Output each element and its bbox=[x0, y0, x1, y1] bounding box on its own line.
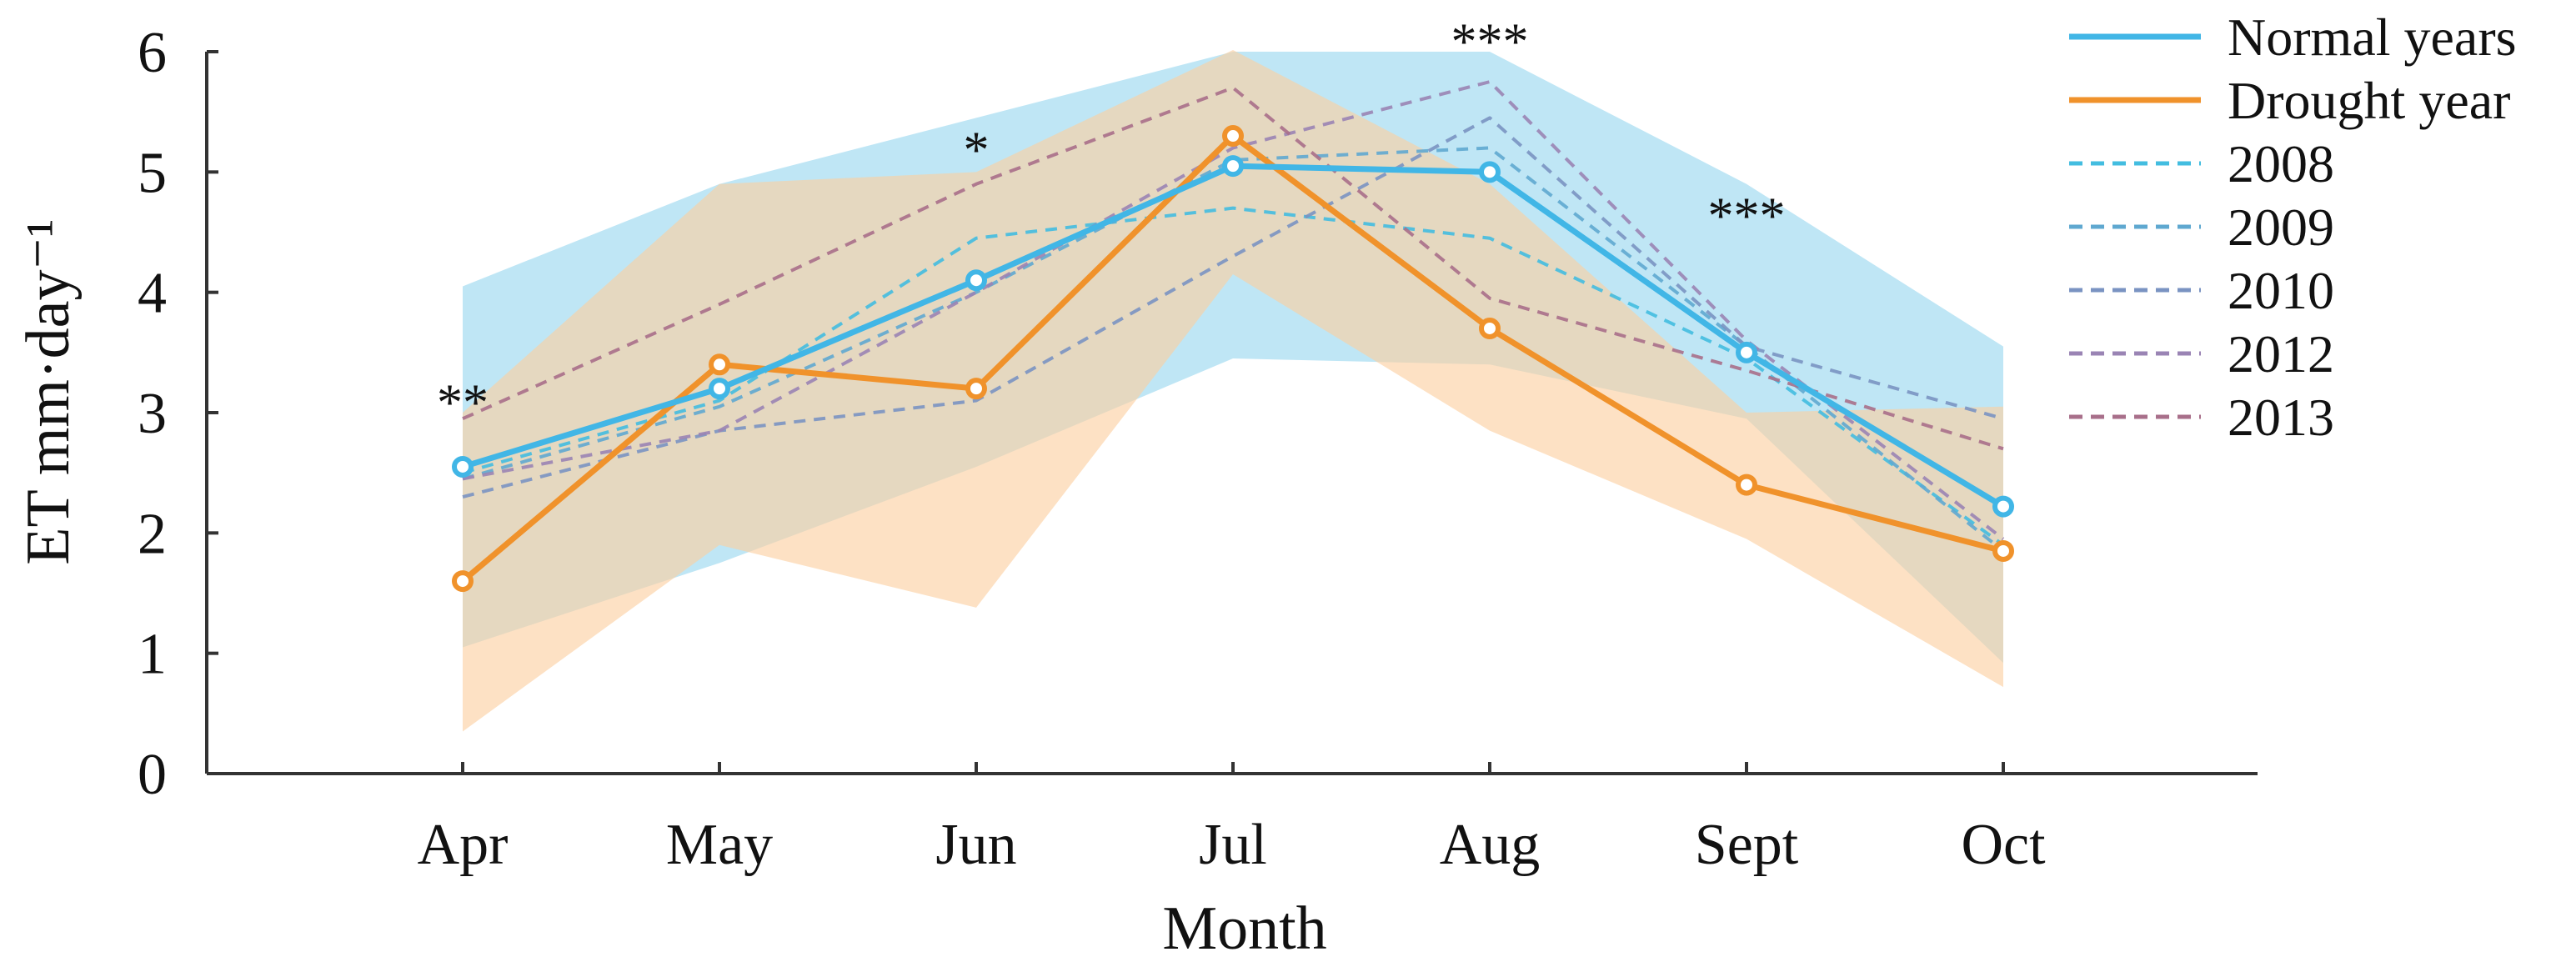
point-normal-years-jul bbox=[1222, 155, 1244, 178]
point-normal-years-sept bbox=[1736, 341, 1757, 363]
legend-label-drought-year: Drought year bbox=[2228, 71, 2510, 130]
y-axis-title: ET mm·day⁻¹ bbox=[14, 218, 83, 564]
y-ticks: 0 1 2 3 4 5 6 bbox=[138, 21, 218, 807]
y-tick-label-5: 5 bbox=[138, 141, 167, 205]
significance-jun: * bbox=[964, 122, 990, 178]
x-axis-title: Month bbox=[1162, 894, 1326, 963]
legend-label-normal-years: Normal years bbox=[2228, 8, 2517, 67]
y-tick-label-6: 6 bbox=[138, 21, 167, 85]
x-tick-label-aug: Aug bbox=[1440, 813, 1541, 877]
x-ticks: Apr May Jun Jul Aug Sept Oct bbox=[418, 762, 2046, 877]
point-drought-year-jun bbox=[965, 378, 987, 400]
series-line-2009 bbox=[462, 146, 2005, 553]
x-tick-label-jul: Jul bbox=[1199, 813, 1267, 877]
series-lines bbox=[452, 80, 2014, 593]
legend-label-2010: 2010 bbox=[2228, 261, 2334, 320]
significance-aug: *** bbox=[1451, 13, 1529, 70]
significance-apr: ** bbox=[437, 374, 489, 431]
point-normal-years-oct bbox=[1992, 495, 2014, 518]
series-line-2012 bbox=[462, 80, 2005, 541]
point-normal-years-may bbox=[709, 378, 730, 400]
legend-label-2008: 2008 bbox=[2228, 134, 2334, 193]
y-tick-label-1: 1 bbox=[138, 623, 167, 687]
point-normal-years-jun bbox=[965, 269, 987, 292]
band-drought-year-range bbox=[463, 50, 2003, 732]
x-tick-label-jun: Jun bbox=[935, 813, 1016, 877]
legend-label-2009: 2009 bbox=[2228, 198, 2334, 257]
x-tick-label-may: May bbox=[666, 813, 773, 877]
point-normal-years-aug bbox=[1479, 161, 1501, 183]
point-drought-year-may bbox=[709, 353, 730, 376]
range-bands bbox=[463, 50, 2003, 732]
x-tick-label-sept: Sept bbox=[1695, 813, 1799, 877]
y-tick-label-0: 0 bbox=[138, 743, 167, 807]
x-tick-label-apr: Apr bbox=[418, 813, 509, 877]
point-drought-year-apr bbox=[452, 570, 474, 593]
y-tick-label-2: 2 bbox=[138, 502, 167, 566]
significance-annotations: ********* bbox=[437, 13, 1786, 431]
y-tick-label-3: 3 bbox=[138, 382, 167, 446]
legend-label-2013: 2013 bbox=[2228, 388, 2334, 447]
legend-label-2012: 2012 bbox=[2228, 324, 2334, 383]
point-drought-year-aug bbox=[1479, 317, 1501, 339]
series-line-2013 bbox=[462, 86, 2004, 451]
point-normal-years-apr bbox=[452, 455, 474, 478]
point-drought-year-jul bbox=[1222, 125, 1244, 148]
point-drought-year-oct bbox=[1992, 539, 2014, 562]
point-drought-year-sept bbox=[1736, 473, 1757, 496]
significance-sept: *** bbox=[1708, 188, 1786, 245]
y-tick-label-4: 4 bbox=[138, 262, 167, 326]
x-tick-label-oct: Oct bbox=[1961, 813, 2046, 877]
